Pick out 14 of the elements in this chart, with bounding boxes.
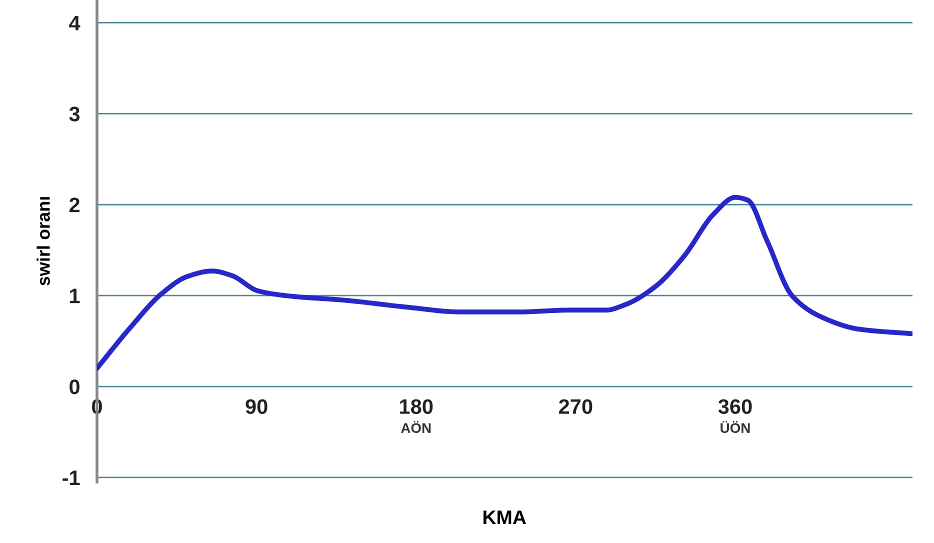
x-axis-title: KMA [484,510,526,524]
y-tick-label: 0 [70,380,80,394]
x-tick-label: 270 [559,399,592,414]
x-tick-label: 90 [246,399,268,414]
annotation: AÖN [401,420,431,433]
y-tick-label: -1 [62,470,80,485]
y-tick-label: 2 [69,198,80,212]
annotation: ÜÖN [720,420,750,433]
y-tick-label: 3 [69,106,80,122]
x-tick-label: 180 [400,399,433,414]
x-tick-label: 360 [718,399,752,414]
y-tick-label: 1 [70,288,80,304]
y-axis-title: swirl oranı [36,197,50,286]
y-tick-label: 4 [69,16,80,30]
